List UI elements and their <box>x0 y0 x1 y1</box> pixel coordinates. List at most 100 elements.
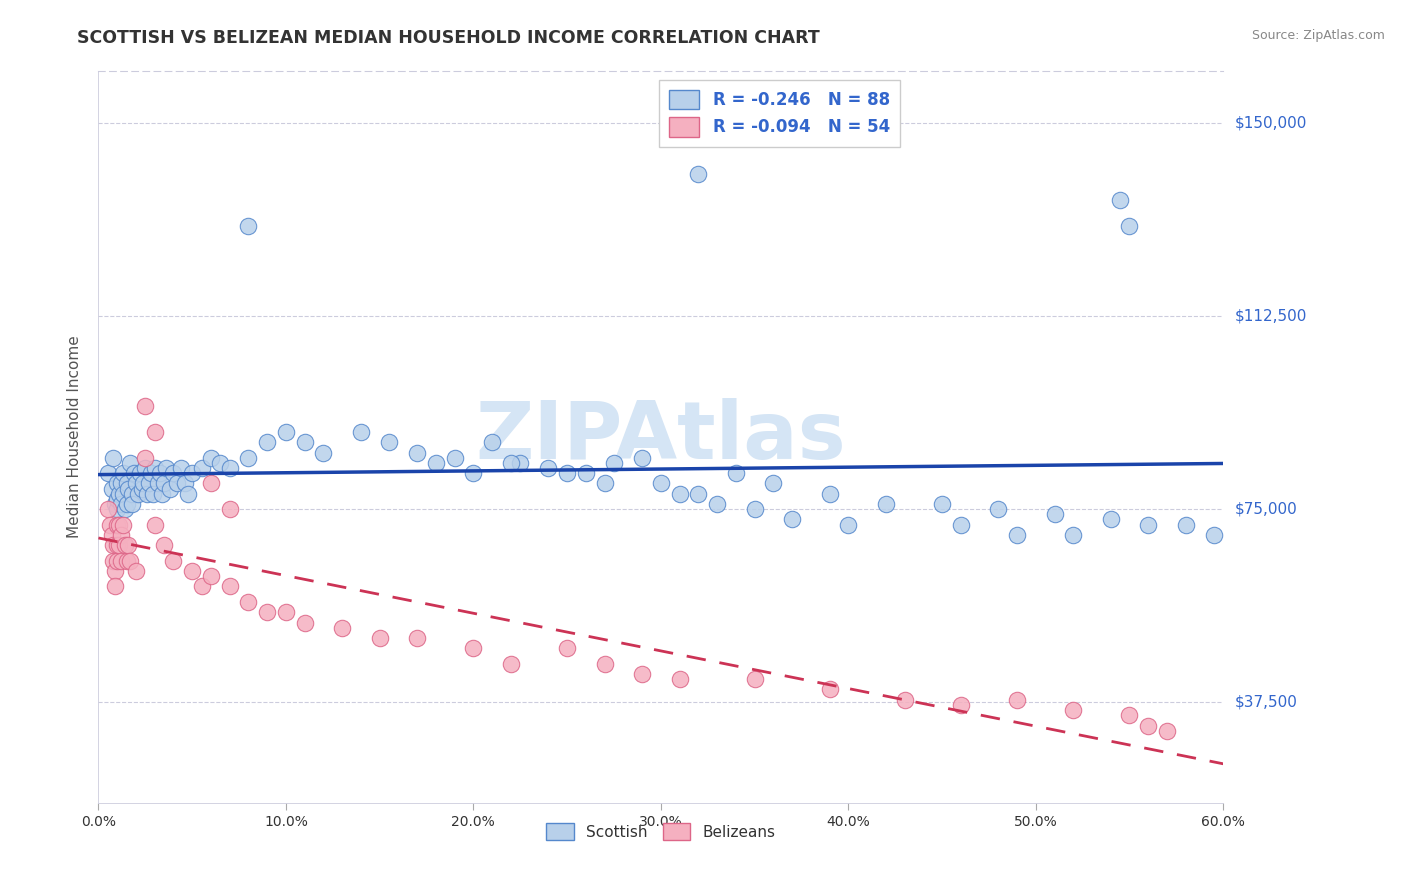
Point <box>155 461 177 475</box>
Point <box>125 564 148 578</box>
Point <box>1202 528 1225 542</box>
Point <box>104 564 127 578</box>
Text: $112,500: $112,500 <box>1234 309 1306 324</box>
Point <box>949 698 972 712</box>
Point <box>110 497 132 511</box>
Point <box>103 538 125 552</box>
Point <box>149 466 172 480</box>
Point <box>181 466 204 480</box>
Point <box>108 538 131 552</box>
Point <box>131 482 153 496</box>
Point <box>159 482 181 496</box>
Point <box>378 435 401 450</box>
Point <box>1174 517 1197 532</box>
Point <box>499 456 522 470</box>
Point <box>1137 517 1160 532</box>
Point <box>209 456 232 470</box>
Point <box>312 445 335 459</box>
Point <box>238 595 260 609</box>
Point <box>688 487 710 501</box>
Point <box>1109 193 1132 207</box>
Point <box>97 502 120 516</box>
Point <box>134 450 156 465</box>
Point <box>120 554 142 568</box>
Point <box>104 579 127 593</box>
Point <box>593 476 616 491</box>
Text: $150,000: $150,000 <box>1234 115 1306 130</box>
Point <box>631 450 654 465</box>
Point <box>575 466 598 480</box>
Point <box>1118 219 1140 233</box>
Point <box>256 435 278 450</box>
Point <box>1156 723 1178 738</box>
Point <box>1062 528 1084 542</box>
Point <box>114 502 136 516</box>
Point <box>200 476 222 491</box>
Point <box>238 219 260 233</box>
Point <box>218 579 240 593</box>
Point <box>177 487 200 501</box>
Point <box>744 672 766 686</box>
Point <box>120 456 142 470</box>
Point <box>631 667 654 681</box>
Point <box>425 456 447 470</box>
Point <box>294 615 316 630</box>
Point <box>256 605 278 619</box>
Point <box>762 476 785 491</box>
Point <box>1118 708 1140 723</box>
Point <box>153 476 176 491</box>
Point <box>122 466 145 480</box>
Point <box>463 641 485 656</box>
Point <box>121 487 143 501</box>
Point <box>105 554 128 568</box>
Point <box>162 554 184 568</box>
Point <box>100 528 122 542</box>
Point <box>1005 693 1028 707</box>
Legend: Scottish, Belizeans: Scottish, Belizeans <box>540 816 782 847</box>
Point <box>1099 512 1122 526</box>
Point <box>134 461 156 475</box>
Point <box>238 450 260 465</box>
Point <box>98 517 121 532</box>
Point <box>127 487 149 501</box>
Point <box>1043 508 1066 522</box>
Point <box>443 450 465 465</box>
Point <box>117 538 139 552</box>
Point <box>162 466 184 480</box>
Point <box>875 497 897 511</box>
Point <box>555 641 578 656</box>
Point <box>105 502 128 516</box>
Point <box>1137 718 1160 732</box>
Point <box>1005 528 1028 542</box>
Point <box>744 502 766 516</box>
Point <box>111 466 134 480</box>
Point <box>931 497 953 511</box>
Point <box>1062 703 1084 717</box>
Point <box>111 487 134 501</box>
Point <box>121 497 143 511</box>
Point <box>368 631 391 645</box>
Point <box>603 456 626 470</box>
Y-axis label: Median Household Income: Median Household Income <box>67 335 83 539</box>
Point <box>142 487 165 501</box>
Point <box>111 517 134 532</box>
Point <box>509 456 531 470</box>
Point <box>103 554 125 568</box>
Point <box>190 461 212 475</box>
Point <box>274 605 297 619</box>
Point <box>105 491 128 506</box>
Point <box>181 564 204 578</box>
Point <box>110 554 132 568</box>
Text: $37,500: $37,500 <box>1234 695 1298 710</box>
Point <box>274 425 297 439</box>
Point <box>818 487 841 501</box>
Point <box>837 517 859 532</box>
Point <box>138 476 160 491</box>
Point <box>481 435 503 450</box>
Point <box>499 657 522 671</box>
Point <box>818 682 841 697</box>
Point <box>406 445 429 459</box>
Point <box>148 476 170 491</box>
Point <box>100 482 122 496</box>
Point <box>117 482 139 496</box>
